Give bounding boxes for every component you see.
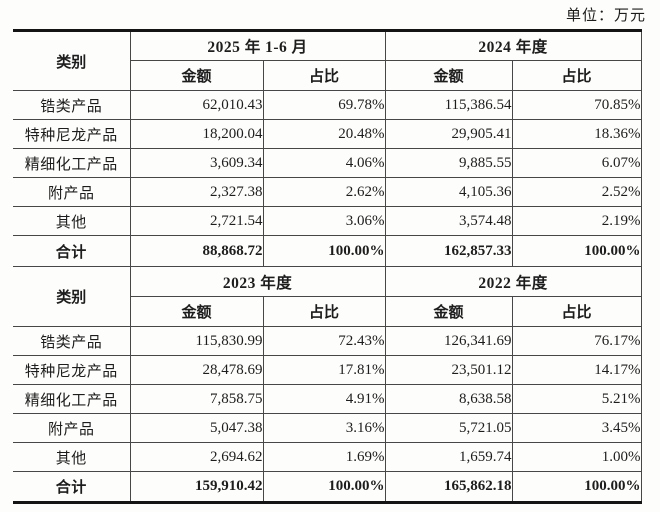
amount-cell: 3,609.34 — [129, 148, 264, 178]
amount-cell: 23,501.12 — [384, 355, 513, 385]
amount-header: 金额 — [384, 60, 513, 91]
amount-cell: 7,858.75 — [129, 384, 264, 414]
amount-cell: 115,830.99 — [129, 326, 264, 356]
table-row: 附产品 2,327.38 2.62% 4,105.36 2.52% — [13, 177, 642, 207]
amount-header: 金额 — [129, 296, 264, 327]
ratio-cell: 1.69% — [262, 442, 386, 472]
table-row: 精细化工产品 7,858.75 4.91% 8,638.58 5.21% — [13, 384, 642, 414]
amount-header: 金额 — [129, 60, 264, 91]
total-amount-cell: 162,857.33 — [384, 235, 513, 267]
period-label: 2022 年度 — [384, 266, 642, 297]
category-cell: 其他 — [13, 206, 131, 236]
ratio-cell: 76.17% — [511, 326, 642, 356]
total-amount-cell: 159,910.42 — [129, 471, 264, 503]
category-cell: 精细化工产品 — [13, 384, 131, 414]
total-ratio-cell: 100.00% — [262, 235, 386, 267]
amount-cell: 29,905.41 — [384, 119, 513, 149]
period-header-row: 类别 2025 年 1-6 月 2024 年度 — [13, 30, 642, 91]
category-cell: 特种尼龙产品 — [13, 355, 131, 385]
ratio-cell: 69.78% — [262, 90, 386, 120]
amount-cell: 115,386.54 — [384, 90, 513, 120]
category-cell: 附产品 — [13, 413, 131, 443]
ratio-cell: 72.43% — [262, 326, 386, 356]
table-row: 精细化工产品 3,609.34 4.06% 9,885.55 6.07% — [13, 148, 642, 178]
ratio-cell: 3.45% — [511, 413, 642, 443]
ratio-cell: 6.07% — [511, 148, 642, 178]
amount-cell: 3,574.48 — [384, 206, 513, 236]
table-row: 特种尼龙产品 28,478.69 17.81% 23,501.12 14.17% — [13, 355, 642, 385]
ratio-cell: 3.06% — [262, 206, 386, 236]
ratio-cell: 4.06% — [262, 148, 386, 178]
ratio-cell: 20.48% — [262, 119, 386, 149]
table-row: 特种尼龙产品 18,200.04 20.48% 29,905.41 18.36% — [13, 119, 642, 149]
ratio-header: 占比 — [262, 60, 386, 91]
ratio-cell: 2.62% — [262, 177, 386, 207]
ratio-cell: 2.19% — [511, 206, 642, 236]
table-row: 锆类产品 115,830.99 72.43% 126,341.69 76.17% — [13, 326, 642, 356]
total-ratio-cell: 100.00% — [511, 235, 642, 267]
amount-cell: 62,010.43 — [129, 90, 264, 120]
category-cell: 其他 — [13, 442, 131, 472]
amount-cell: 5,047.38 — [129, 413, 264, 443]
amount-cell: 8,638.58 — [384, 384, 513, 414]
total-label: 合计 — [13, 235, 131, 267]
category-cell: 精细化工产品 — [13, 148, 131, 178]
category-header: 类别 — [13, 30, 131, 91]
table-row: 其他 2,721.54 3.06% 3,574.48 2.19% — [13, 206, 642, 236]
total-amount-cell: 165,862.18 — [384, 471, 513, 503]
ratio-cell: 4.91% — [262, 384, 386, 414]
total-row: 合计 88,868.72 100.00% 162,857.33 100.00% — [13, 235, 642, 267]
total-row: 合计 159,910.42 100.00% 165,862.18 100.00% — [13, 471, 642, 503]
table-row: 附产品 5,047.38 3.16% 5,721.05 3.45% — [13, 413, 642, 443]
amount-cell: 9,885.55 — [384, 148, 513, 178]
category-cell: 特种尼龙产品 — [13, 119, 131, 149]
total-ratio-cell: 100.00% — [511, 471, 642, 503]
ratio-header: 占比 — [262, 296, 386, 327]
revenue-table-2023-2022: 类别 2023 年度 2022 年度 金额 占比 金额 占比 锆类产品 115,… — [13, 266, 642, 504]
period-label: 2024 年度 — [384, 30, 642, 61]
amount-cell: 18,200.04 — [129, 119, 264, 149]
period-label: 2023 年度 — [129, 266, 386, 297]
category-cell: 锆类产品 — [13, 90, 131, 120]
revenue-table-2025-2024: 类别 2025 年 1-6 月 2024 年度 金额 占比 金额 占比 锆类产品… — [13, 29, 642, 267]
total-ratio-cell: 100.00% — [262, 471, 386, 503]
amount-header: 金额 — [384, 296, 513, 327]
table-row: 其他 2,694.62 1.69% 1,659.74 1.00% — [13, 442, 642, 472]
period-header-row: 类别 2023 年度 2022 年度 — [13, 266, 642, 327]
ratio-cell: 2.52% — [511, 177, 642, 207]
total-amount-cell: 88,868.72 — [129, 235, 264, 267]
ratio-cell: 18.36% — [511, 119, 642, 149]
ratio-cell: 17.81% — [262, 355, 386, 385]
table-row: 锆类产品 62,010.43 69.78% 115,386.54 70.85% — [13, 90, 642, 120]
ratio-header: 占比 — [511, 296, 642, 327]
amount-cell: 4,105.36 — [384, 177, 513, 207]
ratio-header: 占比 — [511, 60, 642, 91]
total-label: 合计 — [13, 471, 131, 503]
ratio-cell: 1.00% — [511, 442, 642, 472]
ratio-cell: 14.17% — [511, 355, 642, 385]
amount-cell: 2,694.62 — [129, 442, 264, 472]
ratio-cell: 70.85% — [511, 90, 642, 120]
category-header: 类别 — [13, 266, 131, 327]
ratio-cell: 3.16% — [262, 413, 386, 443]
category-cell: 附产品 — [13, 177, 131, 207]
amount-cell: 2,327.38 — [129, 177, 264, 207]
category-cell: 锆类产品 — [13, 326, 131, 356]
subheader-row: 金额 占比 金额 占比 — [13, 296, 642, 327]
amount-cell: 5,721.05 — [384, 413, 513, 443]
amount-cell: 28,478.69 — [129, 355, 264, 385]
amount-cell: 126,341.69 — [384, 326, 513, 356]
ratio-cell: 5.21% — [511, 384, 642, 414]
amount-cell: 2,721.54 — [129, 206, 264, 236]
unit-label: 单位：万元 — [565, 8, 646, 24]
subheader-row: 金额 占比 金额 占比 — [13, 60, 642, 91]
period-label: 2025 年 1-6 月 — [129, 30, 386, 61]
amount-cell: 1,659.74 — [384, 442, 513, 472]
